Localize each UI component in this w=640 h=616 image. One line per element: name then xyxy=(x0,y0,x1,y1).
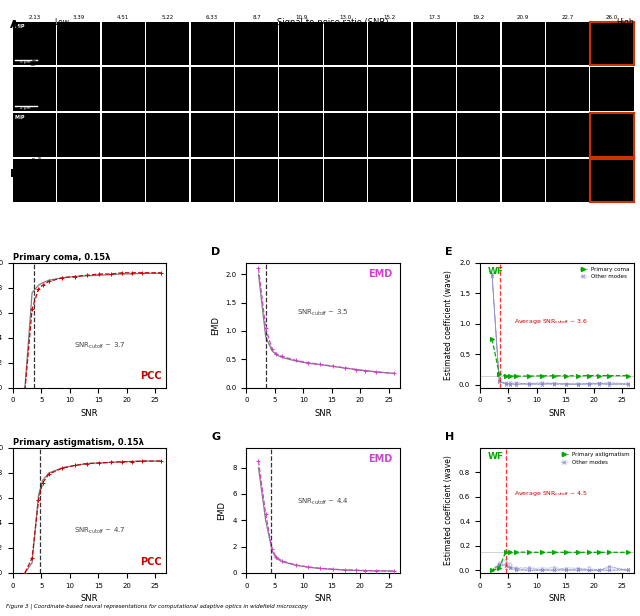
Text: Primary coma, 0.15λ: Primary coma, 0.15λ xyxy=(13,253,110,262)
Text: Primary astigmatism, 0.15λ: Primary astigmatism, 0.15λ xyxy=(13,438,143,447)
Title: 3.39: 3.39 xyxy=(73,15,85,20)
Y-axis label: EMD: EMD xyxy=(218,501,227,520)
Text: WF: WF xyxy=(488,452,504,461)
Text: Average SNR$_{\mathsf{cutoff}}$ ~ 4.5: Average SNR$_{\mathsf{cutoff}}$ ~ 4.5 xyxy=(514,490,588,498)
Text: Signal-to-noise ratio (SNR): Signal-to-noise ratio (SNR) xyxy=(277,18,388,28)
Text: E: E xyxy=(445,246,452,257)
Title: 19.2: 19.2 xyxy=(472,15,485,20)
Text: EMD: EMD xyxy=(368,269,392,279)
Text: High: High xyxy=(616,18,634,28)
X-axis label: SNR: SNR xyxy=(81,594,99,603)
Text: Zoomed-in
view: Zoomed-in view xyxy=(32,155,43,184)
X-axis label: SNR: SNR xyxy=(81,409,99,418)
Text: Low: Low xyxy=(54,18,69,28)
Y-axis label: Estimated coefficient (wave): Estimated coefficient (wave) xyxy=(444,455,453,565)
Text: B: B xyxy=(10,169,18,179)
Title: 15.2: 15.2 xyxy=(384,15,396,20)
Title: 5.22: 5.22 xyxy=(161,15,174,20)
Text: PCC: PCC xyxy=(140,371,162,381)
Title: 6.33: 6.33 xyxy=(206,15,218,20)
Text: SNR$_{\mathsf{cutoff}}$ ~ 3.5: SNR$_{\mathsf{cutoff}}$ ~ 3.5 xyxy=(297,308,349,318)
X-axis label: SNR: SNR xyxy=(548,409,566,418)
Title: 22.7: 22.7 xyxy=(561,15,573,20)
Text: Figure 3 | Coordinate-based neural representations for computational adaptive op: Figure 3 | Coordinate-based neural repre… xyxy=(6,603,308,609)
Legend: Primary astigmatism, Other modes: Primary astigmatism, Other modes xyxy=(560,451,631,466)
Title: 20.9: 20.9 xyxy=(517,15,529,20)
Text: D: D xyxy=(211,246,220,257)
Title: 2.13: 2.13 xyxy=(28,15,40,20)
Text: WF: WF xyxy=(488,267,504,275)
Y-axis label: EMD: EMD xyxy=(211,316,220,334)
Title: 8.7: 8.7 xyxy=(252,15,261,20)
Text: H: H xyxy=(445,432,454,442)
Text: MIP: MIP xyxy=(15,115,26,121)
Y-axis label: Estimated coefficient (wave): Estimated coefficient (wave) xyxy=(444,270,453,380)
Title: 13.0: 13.0 xyxy=(339,15,351,20)
Text: MIP: MIP xyxy=(15,24,26,29)
Text: Zoomed-in
view: Zoomed-in view xyxy=(32,72,43,100)
Text: SNR$_{\mathsf{cutoff}}$ ~ 4.4: SNR$_{\mathsf{cutoff}}$ ~ 4.4 xyxy=(297,497,349,508)
Title: 17.3: 17.3 xyxy=(428,15,440,20)
Text: A: A xyxy=(10,20,18,30)
Text: 2 μm: 2 μm xyxy=(20,106,31,110)
Text: CoCoA
reconstructed: CoCoA reconstructed xyxy=(32,117,43,154)
Text: 5 μm: 5 μm xyxy=(20,60,31,64)
Legend: Primary coma, Other modes: Primary coma, Other modes xyxy=(579,265,631,280)
Title: 10.9: 10.9 xyxy=(295,15,307,20)
X-axis label: SNR: SNR xyxy=(314,594,332,603)
X-axis label: SNR: SNR xyxy=(314,409,332,418)
Text: EMD: EMD xyxy=(368,454,392,464)
Text: SNR$_{\mathsf{cutoff}}$ ~ 3.7: SNR$_{\mathsf{cutoff}}$ ~ 3.7 xyxy=(74,341,125,351)
Text: PCC: PCC xyxy=(140,557,162,567)
Title: 26.0: 26.0 xyxy=(606,15,618,20)
Text: Input image
stack: Input image stack xyxy=(32,33,43,65)
X-axis label: SNR: SNR xyxy=(548,594,566,603)
Text: SNR$_{\mathsf{cutoff}}$ ~ 4.7: SNR$_{\mathsf{cutoff}}$ ~ 4.7 xyxy=(74,526,125,536)
Text: Average SNR$_{\mathsf{cutoff}}$ ~ 3.6: Average SNR$_{\mathsf{cutoff}}$ ~ 3.6 xyxy=(514,317,588,326)
Title: 4.51: 4.51 xyxy=(117,15,129,20)
Text: G: G xyxy=(211,432,220,442)
